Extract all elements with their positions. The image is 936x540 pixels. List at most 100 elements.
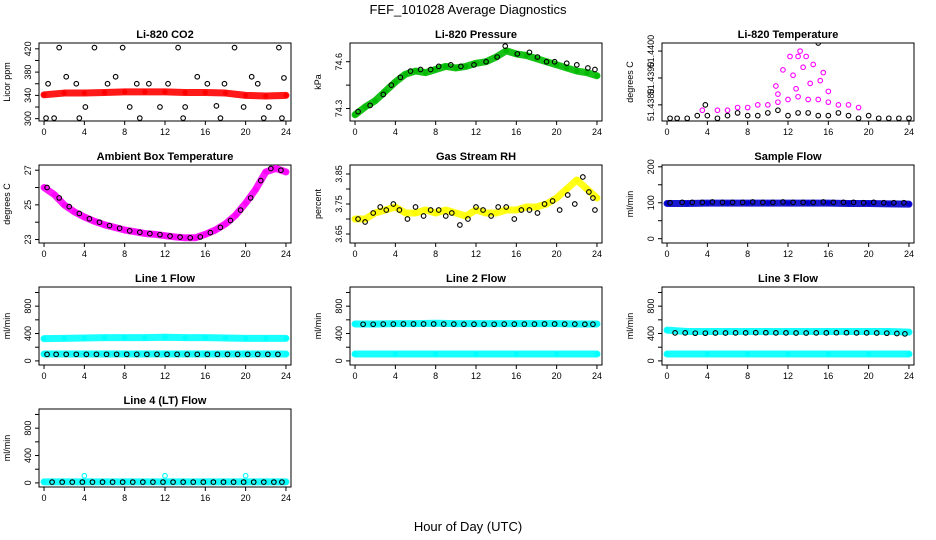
licor_temp-ytick-label-1: 51.4390 bbox=[646, 62, 656, 95]
rh-ylabel: percent bbox=[313, 188, 323, 219]
line2-point-2-11 bbox=[471, 321, 477, 328]
box_temp-ylabel: degrees C bbox=[2, 183, 12, 225]
line4-point-2-8 bbox=[129, 479, 136, 485]
pressure-point-0-24 bbox=[594, 73, 600, 79]
co2-xtick-label-4: 4 bbox=[82, 127, 87, 137]
box_temp-xtick-label-16: 16 bbox=[200, 249, 210, 259]
line1-point-2-13 bbox=[174, 351, 180, 358]
line2-point-2-19 bbox=[551, 321, 558, 327]
box_temp-point-1-16 bbox=[207, 229, 214, 236]
line1-ylabel: ml/min bbox=[2, 313, 12, 340]
box_temp-point-0-4 bbox=[81, 214, 87, 220]
pressure-series-0 bbox=[351, 47, 601, 119]
pressure-point-1-5 bbox=[407, 68, 414, 74]
line2-series-1 bbox=[351, 350, 601, 358]
sample_flow-point-1-16 bbox=[830, 199, 837, 206]
line2-point-0-0 bbox=[352, 321, 358, 327]
pressure-point-1-12 bbox=[483, 58, 489, 65]
pressure-point-1-10 bbox=[458, 63, 464, 70]
pressure-point-0-10 bbox=[453, 65, 459, 71]
licor_temp-point-1-18 bbox=[845, 112, 852, 119]
sample_flow-xtick-label-4: 4 bbox=[705, 249, 710, 259]
pressure-xtick-label-24: 24 bbox=[592, 127, 602, 137]
line4-point-2-5 bbox=[99, 479, 106, 485]
pressure-xtick-label-8: 8 bbox=[433, 127, 438, 137]
figure-xlabel: Hour of Day (UTC) bbox=[414, 519, 522, 534]
sample_flow-point-1-12 bbox=[790, 199, 796, 206]
pressure-point-1-22 bbox=[585, 65, 591, 71]
sample_flow-title: Sample Flow bbox=[754, 151, 822, 163]
co2-xtick-label-20: 20 bbox=[241, 127, 251, 137]
co2-point-1-23 bbox=[254, 80, 261, 87]
box_temp-title: Ambient Box Temperature bbox=[97, 151, 234, 163]
sample_flow-point-1-23 bbox=[901, 199, 907, 206]
line2-ytick-label-2: 400 bbox=[334, 326, 344, 341]
line3-xtick-label-20: 20 bbox=[864, 371, 874, 381]
line4-xtick-label-0: 0 bbox=[42, 493, 47, 503]
licor_temp-series-1 bbox=[667, 43, 912, 121]
sample_flow-ytick-label-4: 200 bbox=[646, 159, 656, 174]
line3-point-2-8 bbox=[752, 329, 759, 336]
co2-point-0-2 bbox=[81, 90, 87, 96]
co2-point-1-7 bbox=[112, 73, 119, 80]
co2-point-1-18 bbox=[213, 103, 220, 109]
rh-point-0-17 bbox=[523, 204, 530, 210]
co2-point-1-8 bbox=[119, 44, 126, 51]
line2-point-2-13 bbox=[491, 321, 497, 328]
sample_flow-ytick-label-0: 0 bbox=[646, 236, 656, 241]
pressure-point-1-15 bbox=[514, 51, 521, 57]
line2-ylabel: ml/min bbox=[313, 313, 323, 340]
pressure-xtick-label-16: 16 bbox=[511, 127, 521, 137]
sample_flow-point-0-1 bbox=[684, 200, 690, 207]
co2-point-0-6 bbox=[162, 89, 168, 95]
line2-point-1-1 bbox=[392, 351, 398, 357]
line1-point-0-6 bbox=[162, 334, 168, 340]
line1-point-2-17 bbox=[214, 351, 221, 358]
rh-point-1-14 bbox=[457, 222, 463, 228]
rh-xtick-label-12: 12 bbox=[471, 249, 481, 259]
line2-point-2-2 bbox=[380, 321, 387, 327]
box_temp-point-0-23 bbox=[273, 165, 279, 172]
box_temp-point-0-20 bbox=[243, 200, 249, 206]
line2-series-2 bbox=[360, 321, 596, 328]
box_temp-point-0-2 bbox=[61, 202, 67, 208]
box_temp-point-0-5 bbox=[91, 218, 98, 224]
line3-point-2-18 bbox=[853, 329, 860, 336]
line4-point-2-19 bbox=[240, 479, 247, 485]
line1-point-0-4 bbox=[122, 335, 128, 341]
line3-point-2-9 bbox=[762, 329, 769, 336]
line3-point-1-1 bbox=[704, 351, 710, 357]
line4-xtick-label-16: 16 bbox=[200, 493, 210, 503]
pressure-point-1-19 bbox=[551, 58, 558, 65]
pressure-point-0-7 bbox=[423, 70, 429, 76]
panel-co2: Li-820 CO2 Licor ppm 0 4 8 12 16 20 24 300 340 380 4… bbox=[2, 29, 292, 137]
box_temp-xtick-label-20: 20 bbox=[241, 249, 251, 259]
line3-point-2-22 bbox=[894, 330, 900, 337]
pressure-point-0-19 bbox=[543, 59, 550, 65]
licor_temp-point-0-15 bbox=[855, 104, 862, 111]
co2-series-1 bbox=[43, 44, 287, 121]
line4-series-2 bbox=[49, 479, 285, 485]
line2-point-2-22 bbox=[582, 321, 588, 328]
pressure-point-0-21 bbox=[564, 65, 570, 71]
licor_temp-point-0-27 bbox=[825, 88, 832, 95]
box_temp-point-0-21 bbox=[253, 186, 259, 192]
line3-ytick-label-0: 0 bbox=[646, 358, 656, 363]
rh-xtick-label-0: 0 bbox=[353, 249, 358, 259]
line2-point-2-9 bbox=[450, 321, 457, 327]
licor_temp-point-0-24 bbox=[773, 83, 779, 89]
co2-point-1-20 bbox=[231, 44, 238, 51]
sample_flow-point-1-14 bbox=[810, 199, 817, 206]
co2-point-0-10 bbox=[243, 92, 249, 98]
rh-point-1-17 bbox=[480, 207, 486, 213]
pressure-point-1-8 bbox=[435, 63, 442, 70]
co2-point-1-22 bbox=[248, 73, 255, 80]
rh-point-0-10 bbox=[453, 210, 459, 216]
sample_flow-point-1-2 bbox=[689, 199, 696, 206]
co2-point-0-9 bbox=[222, 90, 229, 96]
line1-point-2-18 bbox=[224, 351, 231, 358]
co2-point-1-19 bbox=[221, 80, 228, 87]
line4-point-2-22 bbox=[271, 479, 277, 485]
co2-point-0-0 bbox=[41, 92, 47, 98]
rh-point-1-29 bbox=[571, 201, 578, 207]
